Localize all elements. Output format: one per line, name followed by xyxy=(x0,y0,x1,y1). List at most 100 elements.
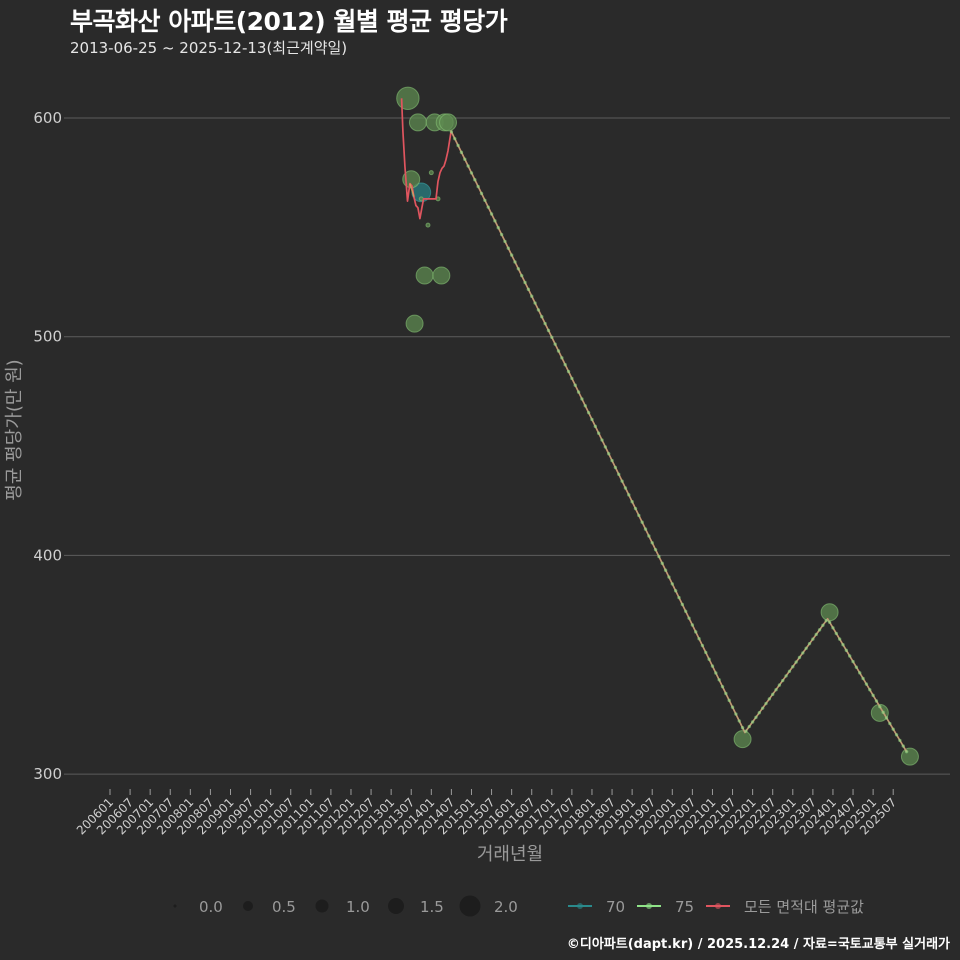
series-75-line xyxy=(409,183,415,197)
series-75-marker xyxy=(476,184,480,189)
series-75-marker xyxy=(754,715,758,720)
legend-size-key-icon xyxy=(459,895,481,917)
series-75-marker xyxy=(536,308,541,312)
series-75-marker xyxy=(459,150,464,155)
series-75-marker xyxy=(794,660,798,664)
series-75-marker xyxy=(593,424,598,429)
series-75-marker xyxy=(453,136,457,141)
series-75-marker xyxy=(744,729,748,733)
data-bubble xyxy=(396,86,420,111)
series-75-marker xyxy=(700,643,705,648)
series-75-marker xyxy=(787,669,792,674)
y-tick-label: 600 xyxy=(33,109,62,127)
data-bubble xyxy=(415,266,434,285)
x-axis: 2006012006072007012007072008012008072009… xyxy=(74,789,899,838)
series-75-marker xyxy=(673,589,678,593)
series-75-marker xyxy=(513,260,517,264)
series-75-marker xyxy=(503,239,507,244)
series-75-marker xyxy=(827,620,832,624)
series-75-marker xyxy=(774,688,778,692)
series-75-marker xyxy=(834,631,838,636)
series-75-marker xyxy=(583,404,587,408)
data-bubble xyxy=(870,703,889,722)
series-75-marker xyxy=(697,637,701,641)
series-75-marker xyxy=(824,618,828,623)
series-75-marker xyxy=(750,720,755,724)
series-75-line xyxy=(450,130,908,753)
series-75-marker xyxy=(814,632,818,637)
series-75-marker xyxy=(630,500,634,504)
series-75-marker xyxy=(653,547,658,552)
bubble-layer xyxy=(396,86,919,766)
series-75-marker xyxy=(764,701,768,706)
series-75-marker xyxy=(540,315,544,319)
series-75-marker xyxy=(771,692,775,697)
series-75-marker xyxy=(509,253,514,257)
series-75-marker xyxy=(777,683,782,687)
series-75-marker xyxy=(894,733,899,737)
series-75-marker xyxy=(804,646,808,650)
data-bubble xyxy=(432,266,451,285)
series-75-marker xyxy=(851,659,855,664)
legend-size-key-icon xyxy=(388,898,404,914)
series-75-marker xyxy=(760,706,765,710)
series-75-marker xyxy=(499,232,504,237)
series-75-marker xyxy=(647,534,651,538)
series-75-marker xyxy=(714,671,718,675)
series-75-marker xyxy=(456,143,460,148)
series-75-marker xyxy=(576,390,581,394)
data-bubble xyxy=(425,222,431,228)
series-75-marker xyxy=(858,671,862,675)
series-75-marker xyxy=(586,410,591,415)
series-75-marker xyxy=(526,287,531,292)
series-75-marker xyxy=(449,130,454,134)
series-75-marker xyxy=(623,486,628,490)
series-75-marker xyxy=(670,582,674,586)
series-75-marker xyxy=(871,693,875,698)
data-bubble xyxy=(408,113,427,132)
data-bubble xyxy=(820,603,839,622)
legend-size-label: 0.0 xyxy=(199,898,223,916)
series-75-marker xyxy=(556,349,561,353)
series-75-marker xyxy=(884,716,889,720)
series-75-marker xyxy=(687,616,691,620)
series-75-marker xyxy=(727,698,731,703)
data-bubble xyxy=(439,113,458,132)
series-75-marker xyxy=(791,665,795,669)
series-75-marker xyxy=(596,431,601,435)
series-75-marker xyxy=(680,602,685,607)
series-75-marker xyxy=(466,164,470,168)
legend-size-key-icon xyxy=(315,899,329,913)
legend-line-dot-icon xyxy=(715,903,721,909)
series-75-marker xyxy=(620,479,624,483)
series-75-marker xyxy=(734,712,738,716)
series-75-marker xyxy=(483,198,487,203)
series-75-marker xyxy=(821,623,825,627)
series-75-marker xyxy=(566,369,571,374)
series-75-marker xyxy=(854,665,859,669)
series-75-marker xyxy=(530,294,534,298)
average-line xyxy=(400,98,908,753)
series-75-marker xyxy=(523,280,527,285)
series-75-marker xyxy=(667,575,671,579)
series-75-marker xyxy=(493,219,497,223)
series-75-marker xyxy=(633,506,638,511)
series-75-marker xyxy=(807,641,812,646)
grid-layer xyxy=(64,117,950,775)
series-75-marker xyxy=(489,212,494,216)
series-75-marker xyxy=(603,445,608,449)
series-75-marker xyxy=(720,684,725,689)
series-75-marker xyxy=(881,710,885,714)
legend-size-label: 1.5 xyxy=(420,898,444,916)
x-axis-title: 거래년월 xyxy=(477,844,543,865)
series-75-marker xyxy=(740,726,745,730)
legend-line-label: 75 xyxy=(675,898,694,916)
y-axis: 300 400 500 600 xyxy=(33,109,62,783)
series-75-marker xyxy=(683,609,688,614)
y-tick-label: 500 xyxy=(33,328,62,346)
y-axis-title: 평균 평당가(만 원) xyxy=(4,359,25,500)
series-75-marker xyxy=(553,342,557,346)
series-75-marker xyxy=(737,719,741,723)
series-75-marker xyxy=(543,321,547,326)
